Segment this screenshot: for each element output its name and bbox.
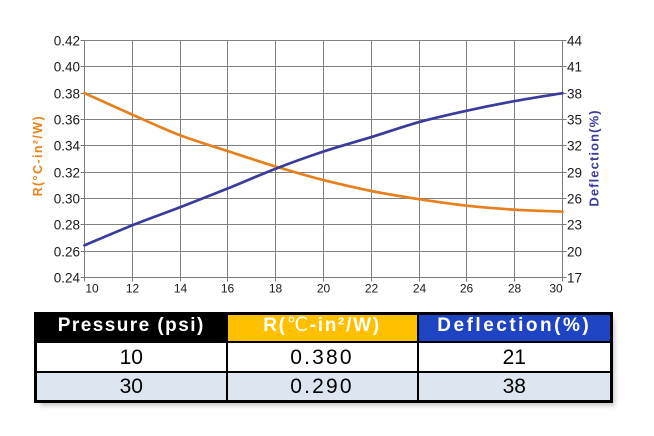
svg-text:35: 35: [567, 113, 582, 128]
svg-text:14: 14: [174, 282, 188, 296]
svg-text:12: 12: [126, 282, 140, 296]
svg-text:0.40: 0.40: [54, 60, 80, 75]
svg-text:44: 44: [567, 34, 583, 49]
svg-text:26: 26: [567, 192, 582, 207]
svg-text:29: 29: [567, 166, 582, 181]
svg-text:20: 20: [567, 245, 582, 260]
svg-text:28: 28: [508, 282, 522, 296]
svg-text:0.32: 0.32: [54, 166, 80, 181]
svg-text:38: 38: [567, 87, 582, 102]
svg-text:22: 22: [365, 282, 379, 296]
svg-text:0.34: 0.34: [54, 139, 81, 154]
svg-text:41: 41: [567, 60, 582, 75]
svg-text:R(°C-in²/W): R(°C-in²/W): [31, 115, 45, 196]
svg-text:18: 18: [269, 282, 283, 296]
svg-text:20: 20: [317, 282, 331, 296]
svg-text:23: 23: [567, 218, 582, 233]
svg-text:24: 24: [413, 282, 427, 296]
svg-text:16: 16: [221, 282, 235, 296]
svg-text:10: 10: [85, 282, 99, 296]
svg-text:17: 17: [567, 271, 582, 286]
svg-text:Deflection(%): Deflection(%): [587, 109, 602, 206]
svg-text:0.24: 0.24: [54, 271, 81, 286]
svg-text:26: 26: [460, 282, 474, 296]
svg-text:0.26: 0.26: [54, 245, 80, 260]
svg-text:0.30: 0.30: [54, 192, 80, 207]
svg-text:0.38: 0.38: [54, 87, 80, 102]
svg-text:0.42: 0.42: [54, 34, 80, 49]
svg-text:0.28: 0.28: [54, 218, 80, 233]
svg-text:30: 30: [549, 282, 563, 296]
svg-text:32: 32: [567, 139, 582, 154]
svg-text:0.36: 0.36: [54, 113, 80, 128]
